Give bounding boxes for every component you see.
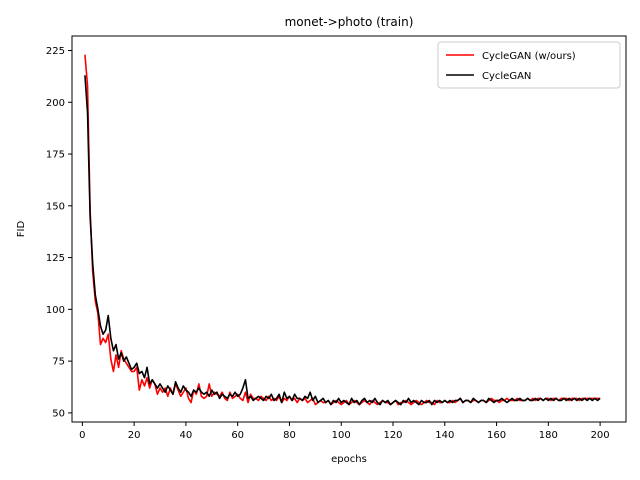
x-axis: 0 20 40 60 80 100 120 140 160 180 200 — [79, 422, 610, 441]
x-tick-label: 20 — [128, 430, 141, 441]
series-line-0 — [84, 54, 601, 406]
x-tick-label: 200 — [591, 430, 610, 441]
y-axis-label: FID — [16, 221, 27, 238]
series-line-1 — [84, 75, 601, 406]
y-tick-label: 100 — [46, 305, 65, 316]
x-tick-label: 60 — [231, 430, 244, 441]
y-tick-label: 200 — [46, 98, 65, 109]
y-tick-label: 125 — [46, 253, 65, 264]
x-tick-label: 0 — [79, 430, 85, 441]
legend-label: CycleGAN (w/ours) — [482, 51, 576, 62]
legend-label: CycleGAN — [482, 71, 531, 82]
chart-title: monet->photo (train) — [285, 15, 414, 29]
x-tick-label: 80 — [283, 430, 296, 441]
x-tick-label: 180 — [539, 430, 558, 441]
x-tick-label: 40 — [180, 430, 193, 441]
x-tick-label: 140 — [435, 430, 454, 441]
series-layer — [84, 54, 601, 406]
y-tick-label: 225 — [46, 46, 65, 57]
y-axis: 50 75 100 125 150 175 200 225 — [46, 46, 72, 419]
legend-box — [437, 41, 621, 89]
y-tick-label: 175 — [46, 150, 65, 161]
plot-area — [71, 35, 627, 423]
x-axis-label: epochs — [331, 454, 367, 465]
y-tick-label: 50 — [52, 408, 65, 419]
x-tick-label: 100 — [332, 430, 351, 441]
y-tick-label: 150 — [46, 201, 65, 212]
x-tick-label: 160 — [487, 430, 506, 441]
y-tick-label: 75 — [52, 357, 65, 368]
legend: CycleGAN (w/ours) CycleGAN — [437, 41, 621, 89]
x-tick-label: 120 — [383, 430, 402, 441]
